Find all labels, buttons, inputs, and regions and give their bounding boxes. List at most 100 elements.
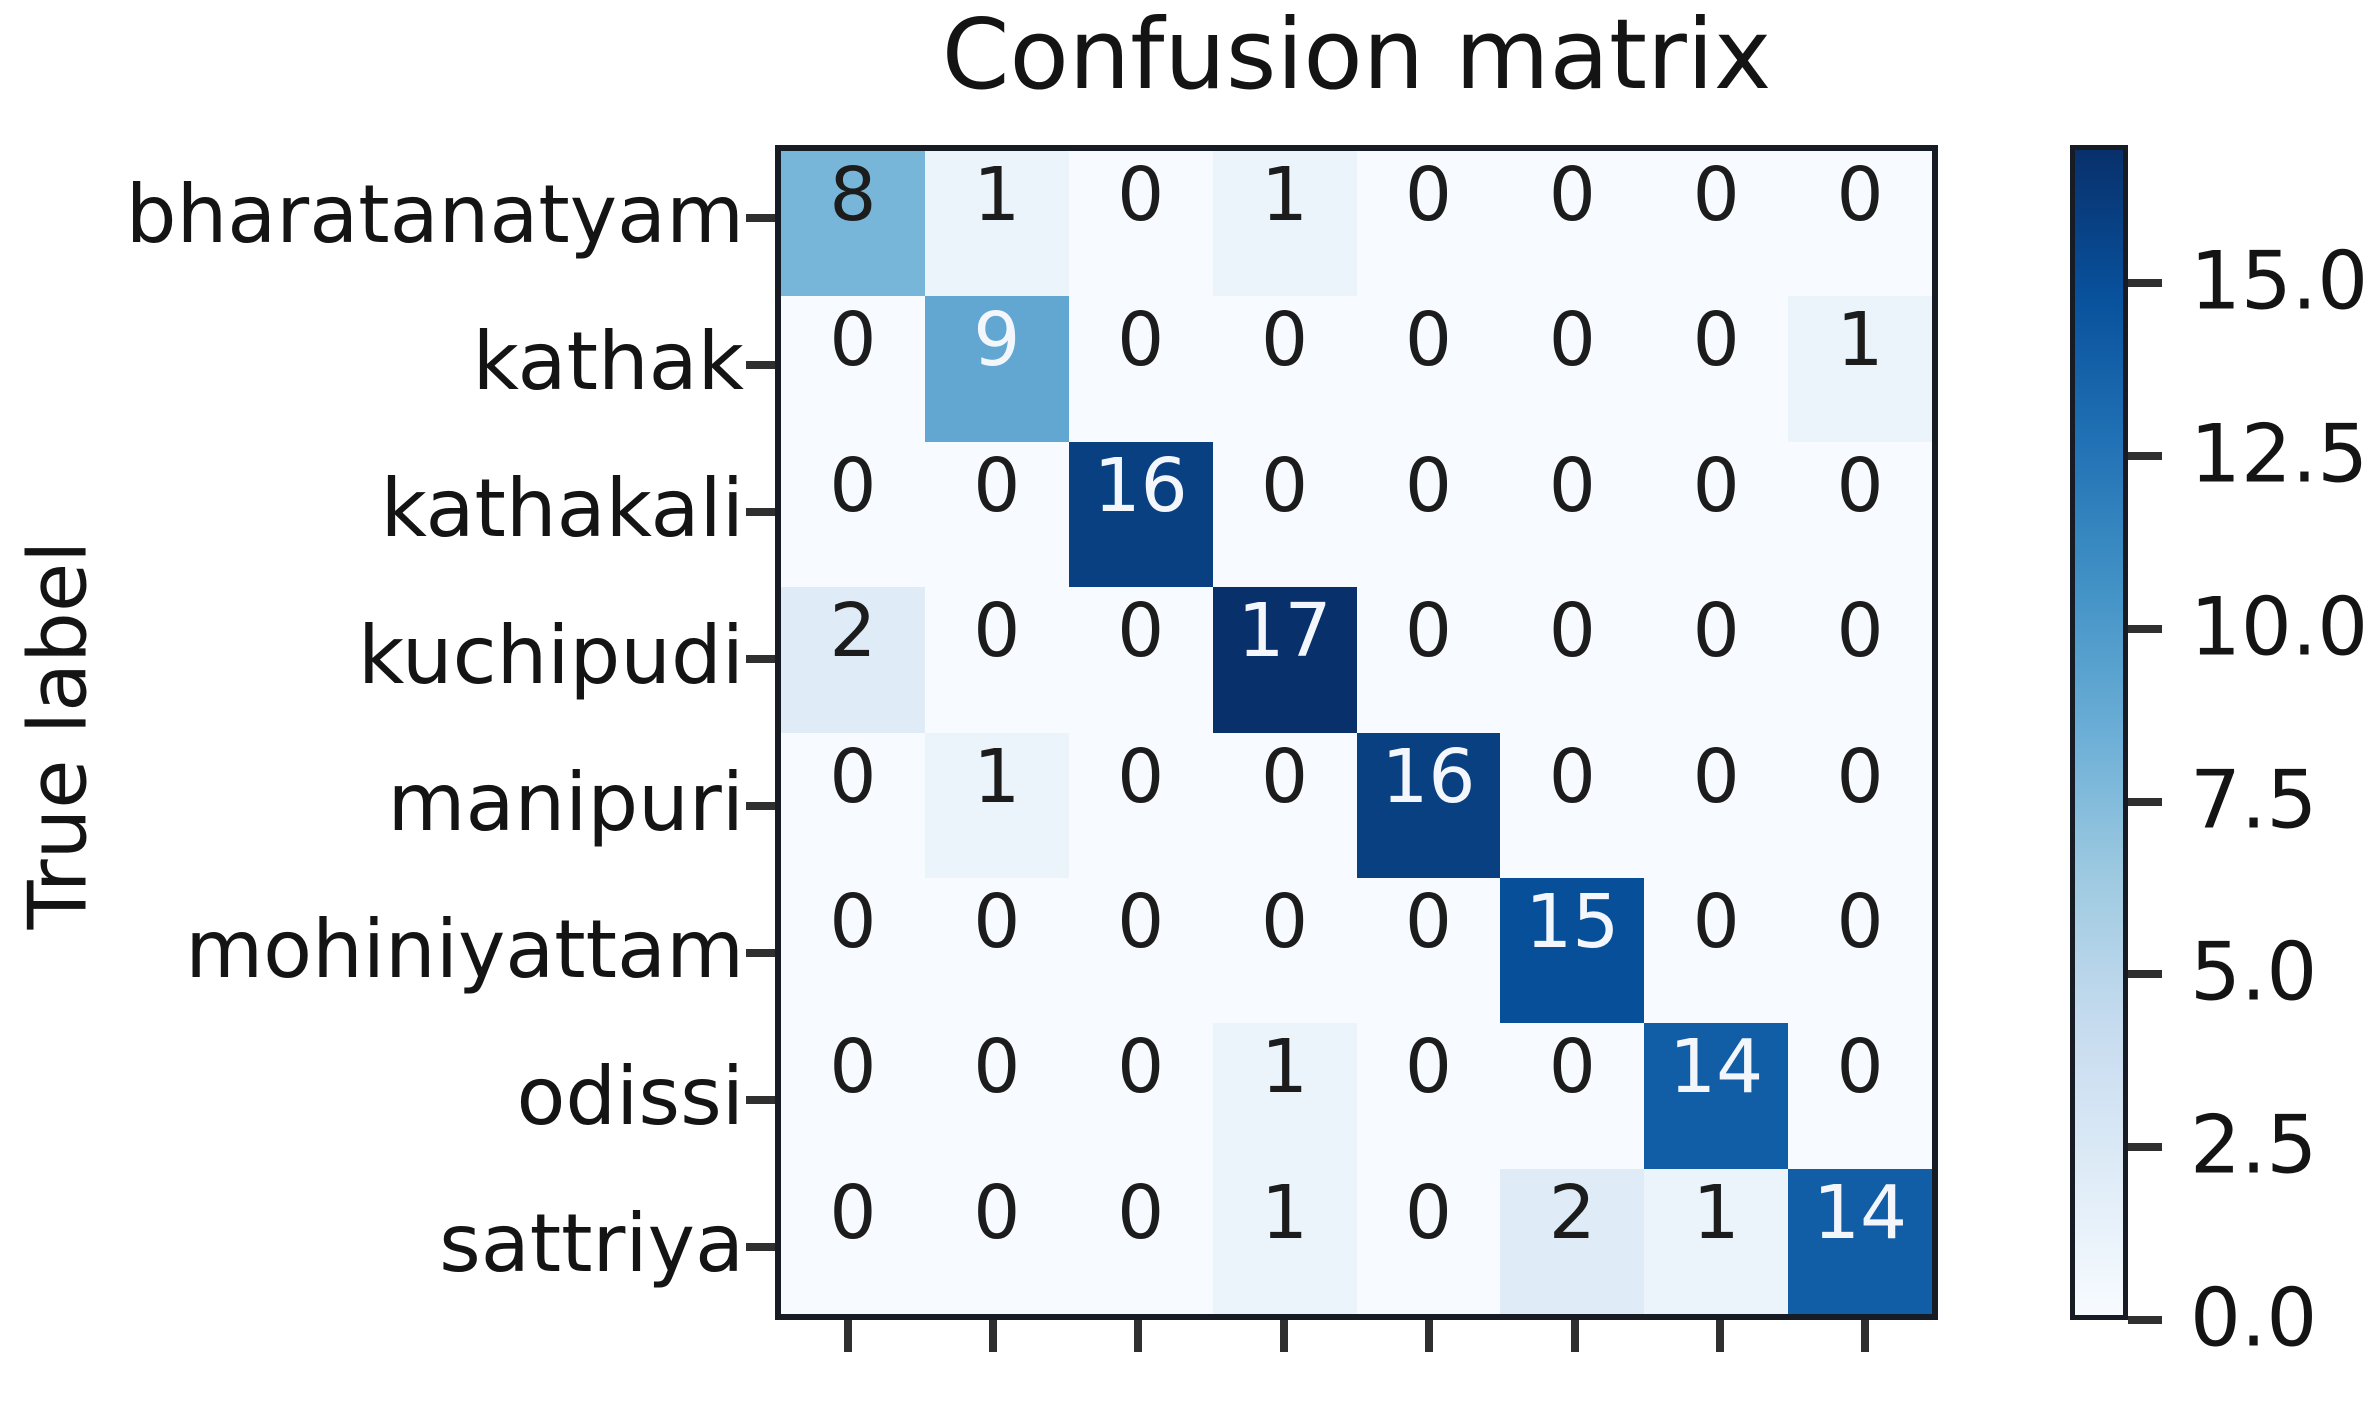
colorbar-tick-label: 0.0	[2190, 1271, 2318, 1365]
matrix-cell: 16	[1356, 732, 1501, 878]
cell-value: 0	[973, 588, 1021, 675]
matrix-cell: 0	[1644, 877, 1789, 1024]
cell-value: 0	[829, 1024, 877, 1111]
cell-value: 0	[829, 878, 877, 965]
cell-value: 0	[1117, 1169, 1165, 1256]
x-tick	[843, 1320, 852, 1352]
y-tick	[746, 361, 775, 370]
matrix-cell: 0	[1788, 441, 1932, 588]
cell-value: 0	[973, 1024, 1021, 1111]
matrix-cell: 15	[1500, 877, 1645, 1024]
matrix-cell: 0	[1788, 151, 1932, 297]
x-tick	[989, 1320, 998, 1352]
cell-value: 16	[1093, 442, 1188, 529]
matrix-cell: 0	[1212, 732, 1357, 878]
cell-value: 0	[1404, 297, 1452, 384]
matrix-cell: 0	[781, 296, 925, 442]
cell-value: 0	[1548, 733, 1596, 820]
cell-value: 1	[1692, 1169, 1740, 1256]
colorbar-tick	[2128, 1143, 2162, 1152]
cell-value: 0	[1692, 588, 1740, 675]
cell-value: 0	[1117, 152, 1165, 238]
cell-value: 2	[829, 588, 877, 675]
cell-value: 0	[1404, 1024, 1452, 1111]
x-tick	[1425, 1320, 1434, 1352]
matrix-cell: 0	[1068, 296, 1213, 442]
x-tick	[1134, 1320, 1143, 1352]
matrix-cell: 0	[924, 1023, 1069, 1169]
matrix-cell: 0	[1212, 441, 1357, 588]
cell-value: 0	[973, 442, 1021, 529]
matrix-cell: 0	[781, 1168, 925, 1314]
matrix-cell: 0	[781, 877, 925, 1024]
colorbar-tick-label: 15.0	[2190, 234, 2369, 328]
cell-value: 0	[1404, 442, 1452, 529]
y-tick-label: bharatanatyam	[125, 168, 744, 262]
matrix-cell: 1	[1644, 1168, 1789, 1314]
y-tick-label: odissi	[516, 1049, 744, 1143]
cell-value: 0	[829, 1169, 877, 1256]
cell-value: 1	[1261, 1024, 1309, 1111]
cell-value: 0	[1836, 878, 1884, 965]
cell-value: 0	[829, 442, 877, 529]
cell-value: 14	[1669, 1024, 1764, 1111]
cell-value: 0	[829, 733, 877, 820]
y-tick-label: manipuri	[387, 755, 744, 849]
matrix-cell: 0	[924, 587, 1069, 733]
colorbar	[2070, 145, 2128, 1320]
cell-value: 0	[1836, 1024, 1884, 1111]
y-tick-label: sattriya	[439, 1196, 744, 1290]
cell-value: 1	[1261, 152, 1309, 238]
cell-value: 0	[1404, 878, 1452, 965]
matrix-cell: 0	[1500, 1023, 1645, 1169]
cell-value: 14	[1812, 1169, 1908, 1256]
y-tick-label: kathakali	[380, 461, 744, 555]
colorbar-tick	[2128, 1316, 2162, 1324]
colorbar-tick-label: 5.0	[2190, 926, 2318, 1020]
colorbar-tick	[2128, 797, 2162, 806]
matrix-cell: 0	[1788, 877, 1932, 1024]
cell-value: 9	[973, 297, 1021, 384]
y-tick-label: mohiniyattam	[185, 902, 744, 996]
matrix-cell: 1	[1212, 151, 1357, 297]
matrix-cell: 0	[1500, 296, 1645, 442]
y-tick	[746, 1095, 775, 1104]
cell-value: 0	[1117, 878, 1165, 965]
cell-value: 0	[1692, 442, 1740, 529]
cell-value: 8	[829, 152, 877, 238]
cell-value: 1	[1836, 297, 1884, 384]
cell-value: 15	[1525, 878, 1620, 965]
x-tick	[1279, 1320, 1288, 1352]
colorbar-tick	[2128, 624, 2162, 633]
matrix-cell: 0	[1644, 151, 1789, 297]
cell-value: 2	[1548, 1169, 1596, 1256]
cell-value: 0	[1692, 297, 1740, 384]
matrix-cell: 8	[781, 151, 925, 297]
matrix-cell: 17	[1212, 587, 1357, 733]
x-tick	[1861, 1320, 1870, 1352]
heatmap-matrix: 8 1 0 1 0 0 0 0 0 9 0 0 0 0 0 1 0 0 16 0 0 0 0 0 2 0 0 17 0 0 0 0 0 1 0 0 16…	[775, 145, 1938, 1320]
matrix-cell: 0	[1068, 587, 1213, 733]
matrix-cell: 0	[1356, 441, 1501, 588]
cell-value: 1	[973, 733, 1021, 820]
matrix-cell: 1	[1212, 1168, 1357, 1314]
colorbar-tick-label: 10.0	[2190, 580, 2369, 674]
matrix-cell: 14	[1788, 1168, 1932, 1314]
matrix-cell: 0	[1644, 296, 1789, 442]
matrix-cell: 0	[1788, 587, 1932, 733]
matrix-cell: 0	[1500, 732, 1645, 878]
colorbar-tick	[2128, 452, 2162, 461]
matrix-cell: 0	[1644, 587, 1789, 733]
cell-value: 0	[1548, 442, 1596, 529]
colorbar-tick-label: 7.5	[2190, 753, 2318, 847]
matrix-cell: 0	[924, 877, 1069, 1024]
y-tick-label: kuchipudi	[358, 608, 744, 702]
matrix-cell: 0	[924, 1168, 1069, 1314]
y-tick	[746, 801, 775, 810]
matrix-cell: 0	[1356, 877, 1501, 1024]
cell-value: 0	[1692, 733, 1740, 820]
cell-value: 0	[1836, 152, 1884, 238]
matrix-cell: 0	[1068, 151, 1213, 297]
matrix-cell: 1	[1788, 296, 1932, 442]
cell-value: 0	[1404, 588, 1452, 675]
